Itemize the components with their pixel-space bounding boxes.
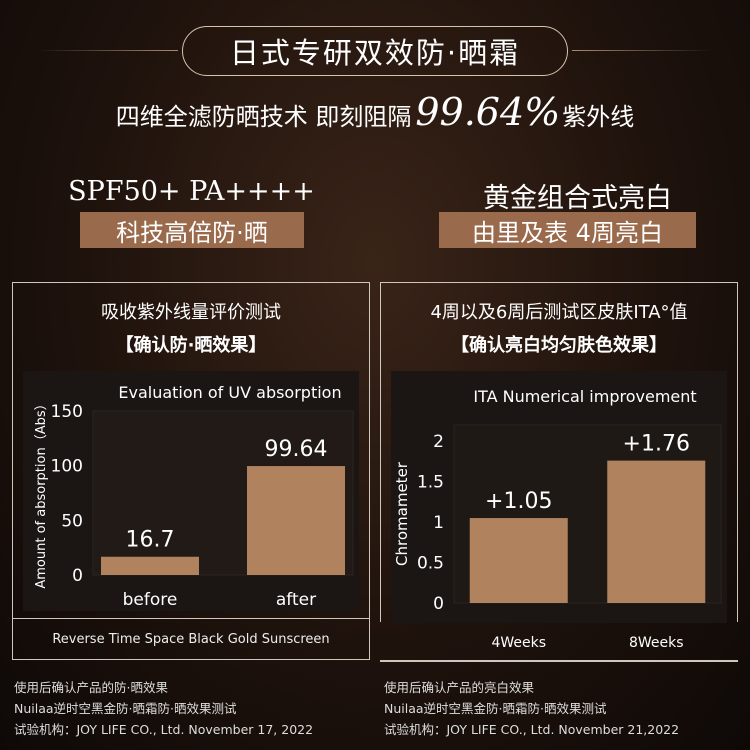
data-label: +1.05 <box>485 489 552 514</box>
subtitle: 四维全滤防晒技术 即刻阻隔 99.64% 紫外线 <box>0 90 750 146</box>
title-deco-left <box>38 50 178 51</box>
note-line: 使用后确认产品的防·晒效果 <box>14 680 168 695</box>
chart-title: ITA Numerical improvement <box>473 387 696 406</box>
y-tick-label: 50 <box>61 511 83 531</box>
notes-right: 使用后确认产品的亮白效果 Nuilaa逆时空黑金防·晒霜防·晒效果测试 试验机构… <box>384 677 679 740</box>
x-tick-label: 8Weeks <box>629 635 684 651</box>
bar <box>469 518 568 603</box>
bar <box>607 460 706 603</box>
subtitle-number: 99.64% <box>415 90 561 134</box>
feature-title-whitening: 黄金组合式亮白 <box>483 183 672 214</box>
panel-ita-bottom-border <box>380 660 738 662</box>
bar <box>247 466 345 575</box>
note-line: 试验机构：JOY LIFE CO., Ltd. November 21,2022 <box>384 722 680 737</box>
panel-footer: Reverse Time Space Black Gold Sunscreen <box>13 618 369 659</box>
page-title: 日式专研双效防·晒霜 <box>182 26 568 76</box>
y-tick-label: 100 <box>51 457 83 477</box>
x-tick-label: after <box>276 590 316 610</box>
panel-heading: 吸收紫外线量评价测试 <box>101 302 281 323</box>
chart-area-ita: ITA Numerical improvement Chromameter 0 0.5… <box>391 371 727 651</box>
feature-tag-whitening: 由里及表 4周亮白 <box>439 212 696 248</box>
y-tick-label: 1 <box>433 513 444 533</box>
feature-tag-spf: 科技高倍防·晒 <box>80 212 304 248</box>
notes-left: 使用后确认产品的防·晒效果 Nuilaa逆时空黑金防·晒霜防·晒效果测试 试验机… <box>14 677 313 740</box>
panel-subheading: 【确认亮白均匀肤色效果】 <box>451 335 667 356</box>
data-label: 99.64 <box>265 437 328 462</box>
y-tick-label: 2 <box>433 432 444 452</box>
chart-ita: ITA Numerical improvement Chromameter 0 0.5… <box>393 387 722 651</box>
chart-title: Evaluation of UV absorption <box>118 383 341 402</box>
panel-subheading: 【确认防·晒效果】 <box>115 335 267 356</box>
x-tick-label: before <box>123 590 178 610</box>
y-tick-label: 1.5 <box>417 473 444 493</box>
note-line: Nuilaa逆时空黑金防·晒霜防·晒效果测试 <box>384 701 607 716</box>
y-tick-label: 0 <box>72 566 83 586</box>
title-deco-right <box>572 50 712 51</box>
note-line: 使用后确认产品的亮白效果 <box>384 680 535 695</box>
subtitle-prefix: 四维全滤防晒技术 即刻阻隔 <box>115 103 412 131</box>
y-axis-label: Amount of absorption（Abs） <box>34 397 49 588</box>
y-axis-label: Chromameter <box>393 461 411 566</box>
y-tick-label: 0.5 <box>417 554 444 574</box>
subtitle-suffix: 紫外线 <box>562 103 635 131</box>
y-tick-label: 0 <box>433 594 444 614</box>
note-line: Nuilaa逆时空黑金防·晒霜防·晒效果测试 <box>14 701 237 716</box>
y-tick-label: 150 <box>51 402 83 422</box>
panel-heading: 4周以及6周后测试区皮肤ITA°值 <box>430 302 688 323</box>
bar <box>101 556 199 575</box>
feature-title-spf: SPF50+ PA++++ <box>68 176 315 207</box>
panel-uv-absorption: 吸收紫外线量评价测试 【确认防·晒效果】 Evaluation of UV ab… <box>12 282 370 660</box>
x-tick-label: 4Weeks <box>491 635 546 651</box>
data-label: +1.76 <box>623 432 690 457</box>
panel-ita: 4周以及6周后测试区皮肤ITA°值 【确认亮白均匀肤色效果】 ITA Numer… <box>380 282 738 651</box>
chart-area-uv: Evaluation of UV absorption Amount of abs… <box>23 371 359 611</box>
note-line: 试验机构：JOY LIFE CO., Ltd. November 17, 202… <box>14 722 314 737</box>
chart-uv-absorption: Evaluation of UV absorption Amount of abs… <box>34 383 354 610</box>
data-label: 16.7 <box>126 528 175 553</box>
